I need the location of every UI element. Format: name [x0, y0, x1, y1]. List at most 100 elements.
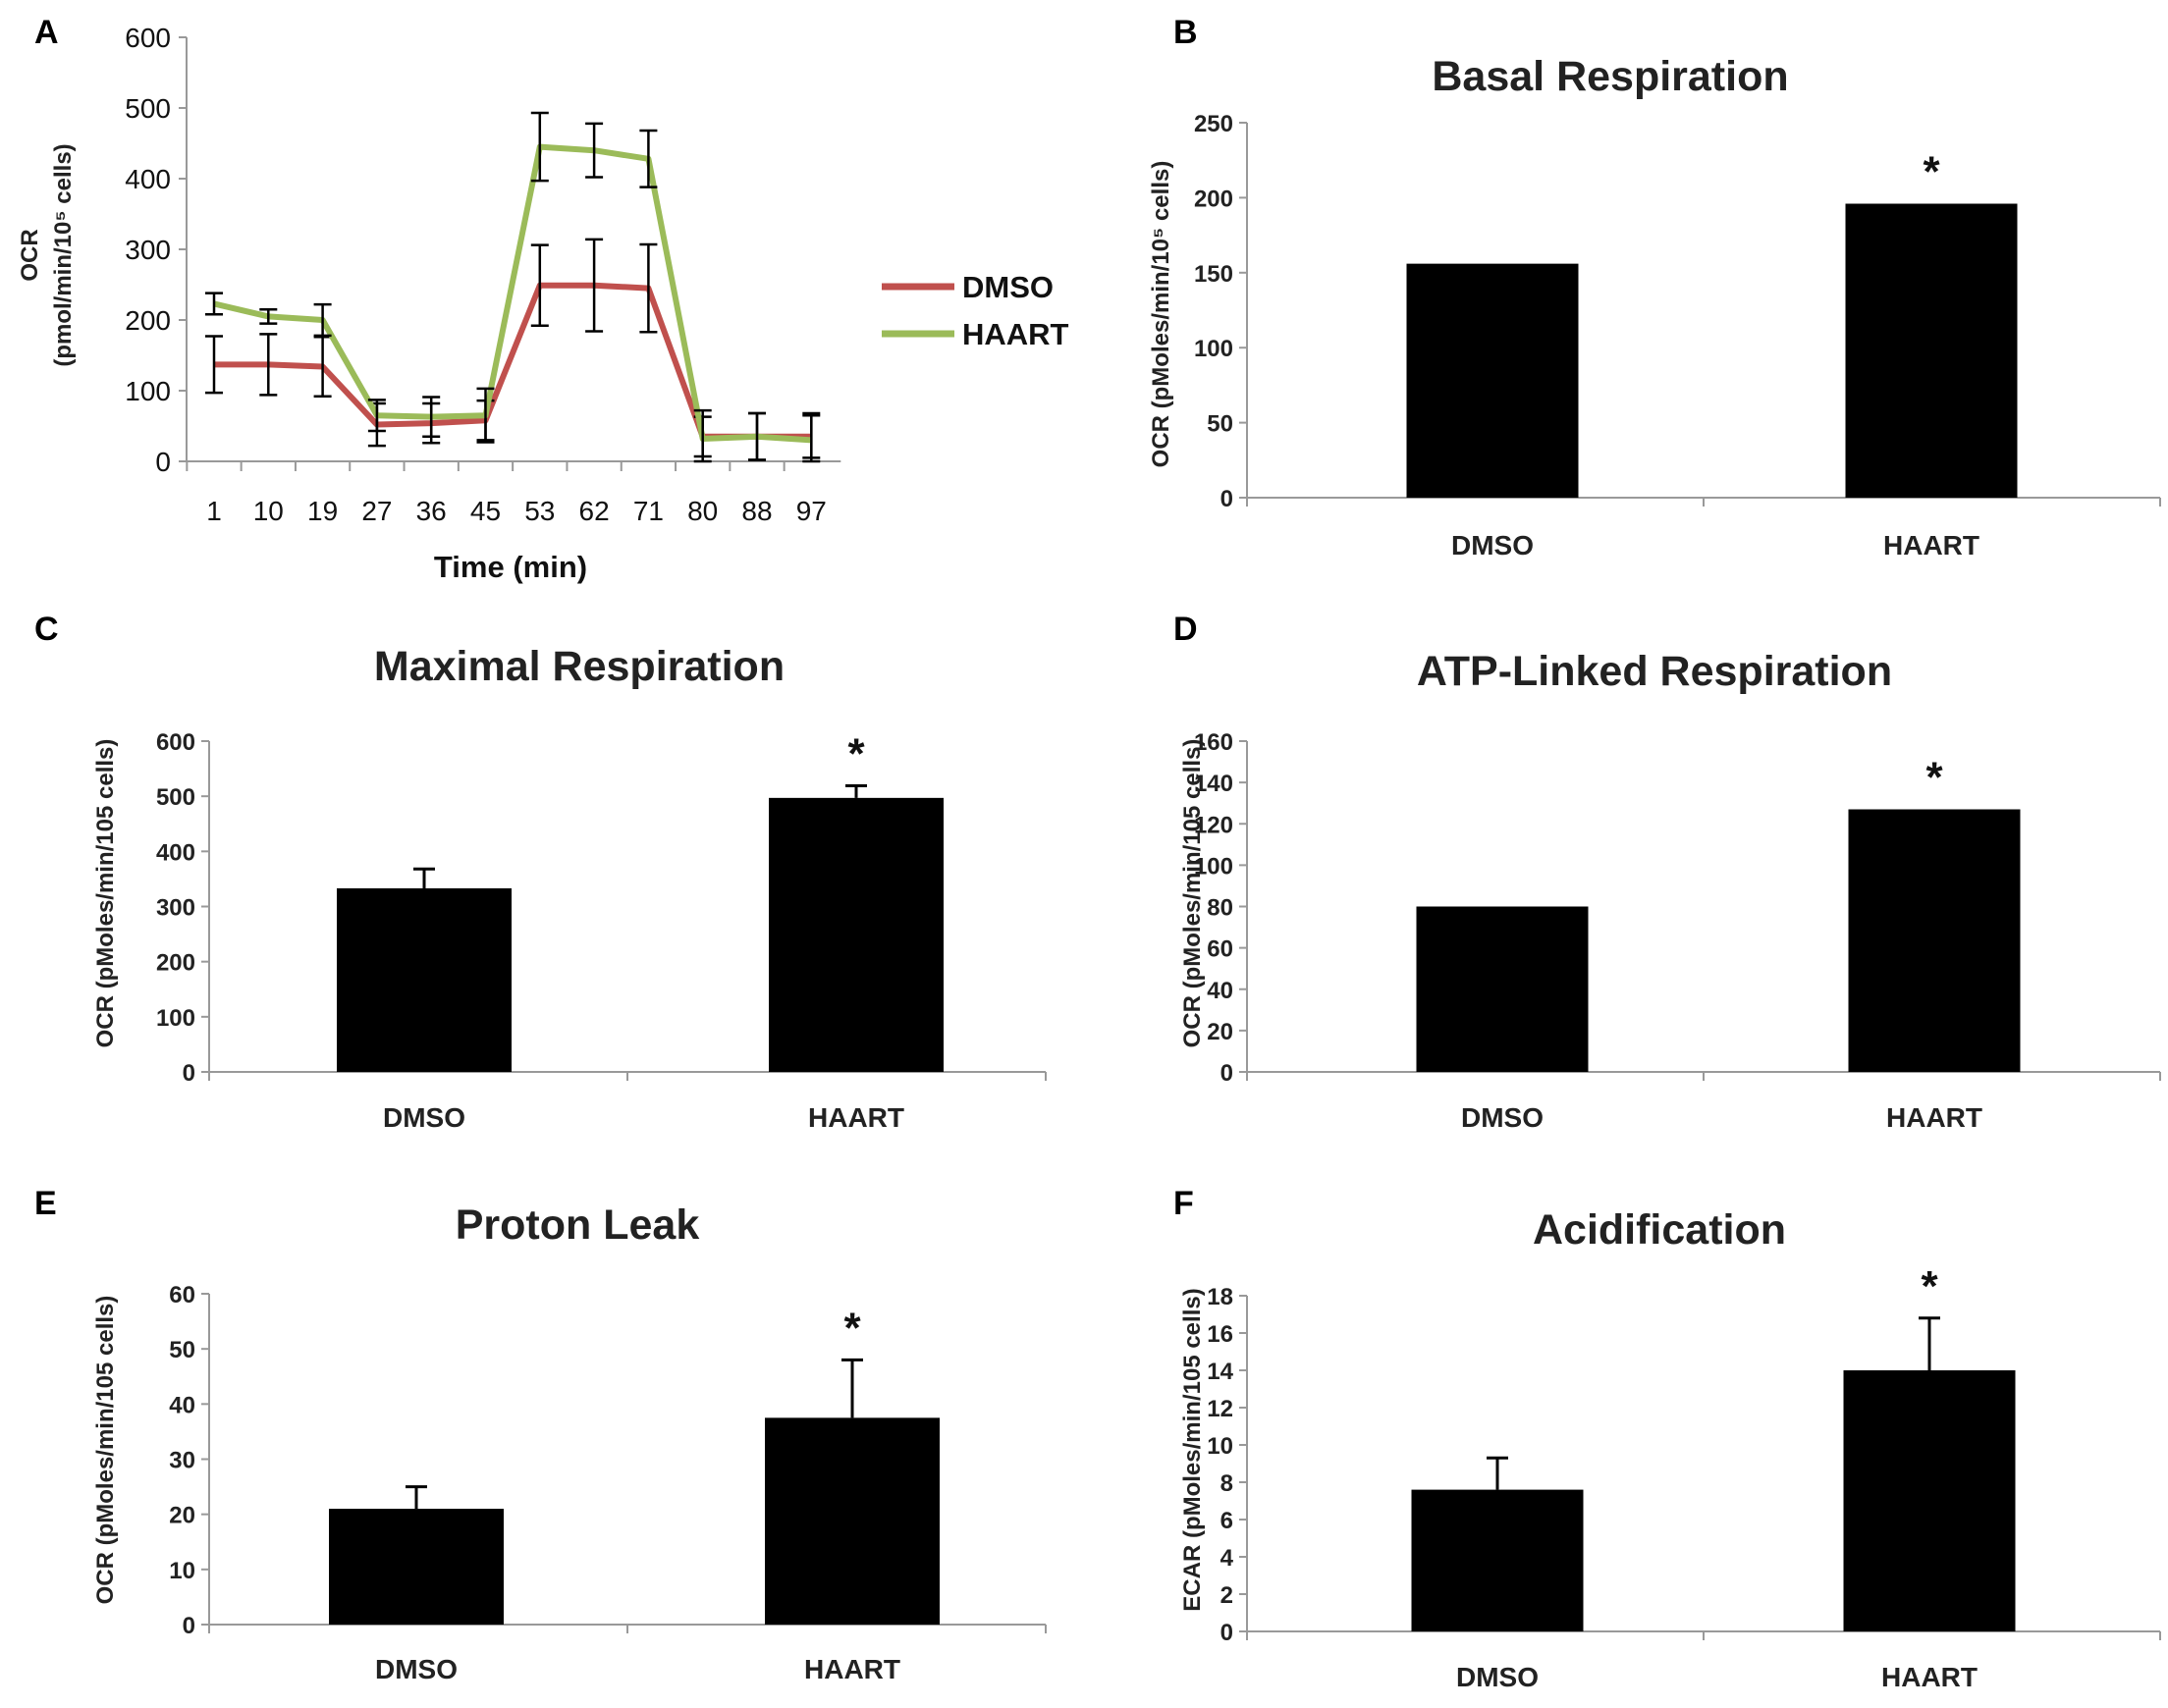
y-tick-label: 14 — [1207, 1359, 1233, 1385]
y-tick-label: 8 — [1220, 1470, 1233, 1497]
bar-haart — [1848, 809, 2021, 1072]
y-tick-label: 12 — [1207, 1396, 1233, 1422]
chart-title-e: Proton Leak — [456, 1201, 700, 1249]
y-tick-label: 0 — [183, 1060, 195, 1087]
series-line-dmso — [214, 282, 812, 440]
bar-dmso — [329, 1509, 504, 1625]
x-tick-label: 10 — [253, 496, 284, 526]
significance-marker: * — [1925, 754, 1943, 802]
y-tick-label: 300 — [125, 235, 171, 265]
category-label: HAART — [1886, 1102, 1982, 1133]
panel-c: C Maximal Respiration 0 100 200 300 400 500 600 O… — [34, 611, 1047, 1133]
y-tick-label: 100 — [125, 376, 171, 406]
legend-label-haart: HAART — [962, 317, 1069, 351]
category-label: DMSO — [375, 1654, 458, 1684]
y-tick-label: 80 — [1207, 895, 1233, 922]
y-tick-label: 200 — [125, 305, 171, 336]
y-tick-label: 100 — [1194, 853, 1233, 880]
y-tick-label: 120 — [1194, 812, 1233, 838]
y-axis-label: OCR (pmol/min/10⁵ cells) — [17, 143, 77, 366]
y-tick-label: 18 — [1207, 1284, 1233, 1310]
y-tick-label: 150 — [1194, 261, 1233, 288]
x-tick-label: 80 — [687, 496, 718, 526]
y-axis-label-e: OCR (pMoles/min/105 cells) — [92, 1296, 119, 1605]
y-tick-label: 60 — [169, 1282, 195, 1308]
x-tick-label: 36 — [416, 496, 447, 526]
y-tick-label: 20 — [1207, 1019, 1233, 1045]
panel-letter-a: A — [34, 14, 59, 51]
category-label: DMSO — [1451, 530, 1534, 560]
chart-title-d: ATP-Linked Respiration — [1417, 648, 1892, 695]
significance-marker: * — [843, 1304, 861, 1352]
bar-haart — [1843, 1370, 2016, 1631]
chart-title-c: Maximal Respiration — [374, 643, 785, 690]
category-label: HAART — [808, 1102, 904, 1133]
y-axis-label-c: OCR (pMoles/min/105 cells) — [92, 739, 119, 1048]
x-tick-label: 45 — [470, 496, 501, 526]
bar-dmso — [1416, 906, 1589, 1072]
y-tick-label: 0 — [1220, 486, 1233, 512]
y-tick-label: 600 — [156, 729, 195, 756]
x-tick-label: 71 — [633, 496, 664, 526]
y-axis-label-d: OCR (pMoles/min/105 cells) — [1179, 739, 1206, 1048]
panel-b: B Basal Respiration 0 50 100 150 200 250 OCR (pM… — [1148, 14, 2161, 560]
y-tick-label: 16 — [1207, 1321, 1233, 1348]
x-tick-label: 88 — [741, 496, 772, 526]
x-axis-label: Time (min) — [434, 550, 587, 584]
y-tick-label: 40 — [1207, 978, 1233, 1004]
significance-marker: * — [1923, 148, 1940, 196]
y-tick-label: 0 — [183, 1613, 195, 1639]
bar-haart — [1845, 203, 2018, 498]
y-tick-label: 10 — [1207, 1433, 1233, 1460]
y-tick-label: 100 — [1194, 336, 1233, 362]
y-tick-label: 50 — [169, 1337, 195, 1363]
x-tick-label: 97 — [796, 496, 827, 526]
panel-e: E Proton Leak 0 10 20 30 40 50 60 OCR (pMoles/min… — [34, 1185, 1047, 1684]
y-tick-label: 10 — [169, 1558, 195, 1584]
y-tick-label: 20 — [169, 1503, 195, 1529]
y-tick-label: 6 — [1220, 1508, 1233, 1534]
category-label: HAART — [1883, 530, 1979, 560]
category-label: DMSO — [1456, 1662, 1539, 1692]
y-tick-label: 50 — [1207, 411, 1233, 438]
series-line-haart — [213, 143, 812, 444]
y-axis-label-line2: (pmol/min/10⁵ cells) — [50, 143, 77, 366]
y-tick-label: 250 — [1194, 111, 1233, 137]
legend-label-dmso: DMSO — [962, 270, 1054, 304]
category-label: DMSO — [1461, 1102, 1544, 1133]
y-tick-label: 0 — [155, 447, 171, 477]
y-tick-label: 160 — [1194, 729, 1233, 756]
panel-d: D ATP-Linked Respiration 0 20 40 60 80 100 120 14… — [1173, 611, 2161, 1133]
y-tick-label: 200 — [156, 950, 195, 977]
bar-dmso — [1411, 1489, 1584, 1631]
y-tick-label: 500 — [156, 784, 195, 811]
bar-haart — [765, 1417, 940, 1625]
x-tick-label: 53 — [524, 496, 555, 526]
panel-letter-b: B — [1173, 14, 1198, 51]
panel-letter-c: C — [34, 611, 59, 648]
y-tick-label: 40 — [169, 1392, 195, 1418]
y-axis-label-f: ECAR (pMoles/min/105 cells) — [1179, 1288, 1206, 1611]
y-axis-label-b: OCR (pMoles/min/10⁵ cells) — [1148, 161, 1174, 468]
y-tick-label: 500 — [125, 93, 171, 124]
bar-dmso — [1406, 263, 1579, 498]
y-tick-label: 4 — [1220, 1545, 1234, 1572]
panel-letter-e: E — [34, 1185, 57, 1222]
x-tick-label: 27 — [361, 496, 392, 526]
category-label: HAART — [1881, 1662, 1978, 1692]
y-tick-label: 0 — [1220, 1060, 1233, 1087]
significance-marker: * — [1921, 1262, 1938, 1310]
category-label: HAART — [804, 1654, 900, 1684]
panel-letter-f: F — [1173, 1185, 1194, 1222]
y-tick-label: 140 — [1194, 771, 1233, 797]
y-tick-label: 300 — [156, 895, 195, 922]
category-label: DMSO — [383, 1102, 465, 1133]
y-tick-label: 100 — [156, 1005, 195, 1032]
y-tick-label: 30 — [169, 1448, 195, 1474]
x-tick-label: 62 — [579, 496, 610, 526]
x-tick-label: 19 — [307, 496, 338, 526]
y-tick-label: 2 — [1220, 1582, 1233, 1609]
bar-haart — [769, 797, 944, 1072]
bar-dmso — [337, 887, 512, 1072]
